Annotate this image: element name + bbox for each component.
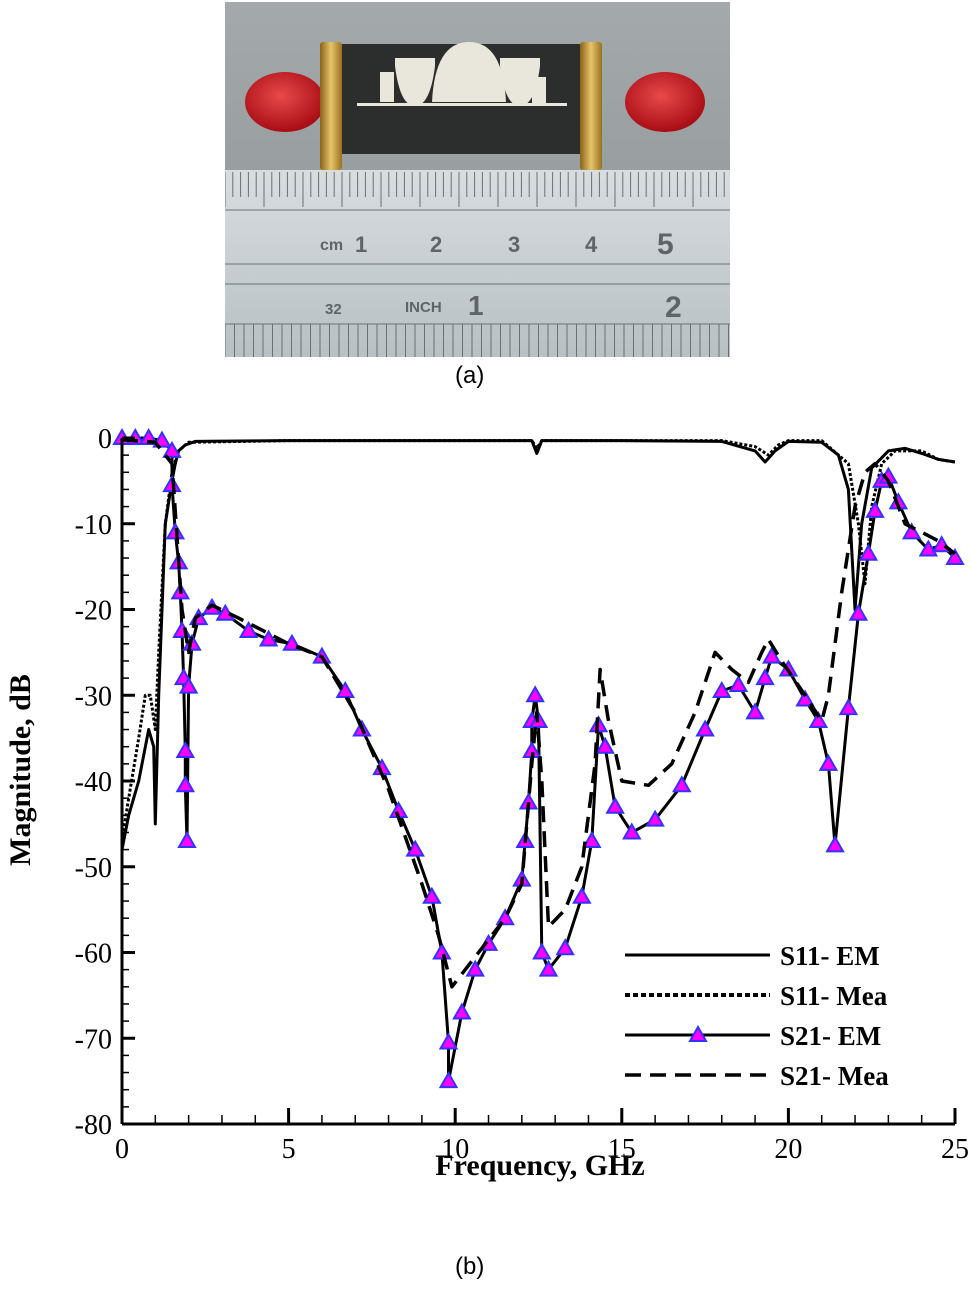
- triangle-marker: [622, 822, 642, 840]
- triangle-marker: [672, 775, 692, 793]
- triangle-marker: [595, 736, 615, 754]
- series-s21-mea: [121, 437, 957, 989]
- triangle-marker: [177, 831, 197, 849]
- y-tick-label: 0: [98, 424, 112, 455]
- y-axis-label: Magnitude, dB: [4, 674, 37, 866]
- triangle-marker: [745, 702, 765, 720]
- legend-label: S11- EM: [780, 941, 880, 971]
- triangle-marker: [762, 646, 782, 664]
- triangle-marker: [688, 1024, 708, 1042]
- y-tick-label: -20: [75, 596, 112, 627]
- y-tick-label: -60: [75, 939, 112, 970]
- triangle-marker: [175, 775, 196, 793]
- triangle-marker: [452, 1002, 472, 1020]
- triangle-marker: [755, 668, 775, 686]
- ruler-labels: cm 1 2 3 4 5 32 INCH 1 2: [320, 228, 682, 324]
- y-tick-label: -50: [75, 853, 112, 884]
- triangle-marker: [795, 689, 815, 707]
- triangle-marker: [495, 908, 515, 926]
- triangle-marker: [825, 835, 845, 853]
- triangle-marker: [645, 809, 665, 827]
- right-connector-cap: [625, 72, 705, 132]
- triangle-marker: [848, 603, 869, 621]
- x-tick-label: 20: [774, 1134, 802, 1165]
- triangle-marker: [865, 500, 885, 518]
- triangle-marker: [438, 1032, 459, 1050]
- legend: S11- EM S11- Mea S21- EM S21- Mea: [625, 941, 889, 1091]
- right-flange: [580, 42, 602, 170]
- svg-text:cm: cm: [320, 237, 343, 254]
- y-tick-label: -70: [75, 1024, 112, 1055]
- svg-text:3: 3: [508, 232, 520, 257]
- triangle-marker: [432, 942, 452, 960]
- legend-label: S11- Mea: [780, 981, 888, 1011]
- triangle-marker: [818, 753, 839, 771]
- triangle-marker: [945, 548, 965, 566]
- caption-a: (a): [455, 362, 485, 389]
- triangle-marker: [178, 676, 199, 694]
- triangle-marker: [858, 543, 879, 561]
- ruler-ticks: [225, 209, 730, 325]
- x-tick-label: 0: [115, 1134, 129, 1165]
- svg-text:5: 5: [657, 228, 674, 261]
- triangle-marker: [335, 680, 355, 698]
- triangle-marker: [525, 685, 545, 703]
- legend-label: S21- Mea: [780, 1061, 889, 1091]
- svg-text:2: 2: [430, 232, 442, 257]
- svg-text:4: 4: [585, 232, 598, 257]
- triangle-marker: [605, 796, 625, 814]
- triangle-marker: [582, 831, 602, 849]
- x-axis-label: Frequency, GHz: [435, 1149, 644, 1182]
- axes: 0-10-20-30-40-50-60-70-800 5 10 15 20 25: [75, 424, 969, 1165]
- left-connector-cap: [245, 72, 325, 132]
- svg-text:2: 2: [665, 291, 682, 324]
- series-s11-mea: [120, 439, 956, 842]
- caption-b: (b): [455, 1253, 485, 1280]
- x-tick-label: 10: [441, 1134, 469, 1165]
- y-tick-label: -40: [75, 767, 112, 798]
- left-flange: [320, 42, 342, 170]
- plot-area: [112, 427, 965, 1089]
- triangle-marker: [728, 674, 749, 692]
- filter-photo: cm 1 2 3 4 5 32 INCH 1 2: [225, 2, 730, 357]
- triangle-marker: [532, 942, 552, 960]
- x-tick-label: 25: [941, 1134, 969, 1165]
- triangle-marker: [555, 938, 575, 956]
- triangle-marker: [538, 959, 559, 977]
- s-parameter-chart: 0-10-20-30-40-50-60-70-800 5 10 15 20 25 S11-…: [4, 424, 969, 1182]
- triangle-marker: [175, 740, 196, 758]
- triangle-marker: [808, 710, 829, 728]
- legend-label: S21- EM: [780, 1021, 881, 1051]
- svg-text:1: 1: [468, 290, 484, 321]
- x-tick-label: 15: [608, 1134, 636, 1165]
- filter-pattern: [357, 42, 567, 106]
- triangle-marker: [422, 886, 442, 904]
- triangle-marker: [438, 1071, 459, 1089]
- y-tick-label: -30: [75, 681, 112, 712]
- triangle-marker: [712, 680, 732, 698]
- svg-text:1: 1: [355, 232, 367, 257]
- triangle-marker: [695, 719, 715, 737]
- x-tick-label: 5: [282, 1134, 296, 1165]
- triangle-marker: [238, 620, 259, 638]
- triangle-marker: [465, 959, 485, 977]
- y-tick-label: -10: [75, 510, 112, 541]
- triangle-marker: [572, 886, 592, 904]
- triangle-marker: [901, 522, 922, 540]
- triangle-marker: [162, 440, 182, 458]
- svg-text:INCH: INCH: [405, 299, 442, 316]
- series-s21-em: [112, 427, 965, 1089]
- triangle-marker: [838, 698, 859, 716]
- y-tick-label: -80: [75, 1110, 112, 1141]
- triangle-marker: [258, 629, 279, 647]
- svg-text:32: 32: [325, 301, 342, 318]
